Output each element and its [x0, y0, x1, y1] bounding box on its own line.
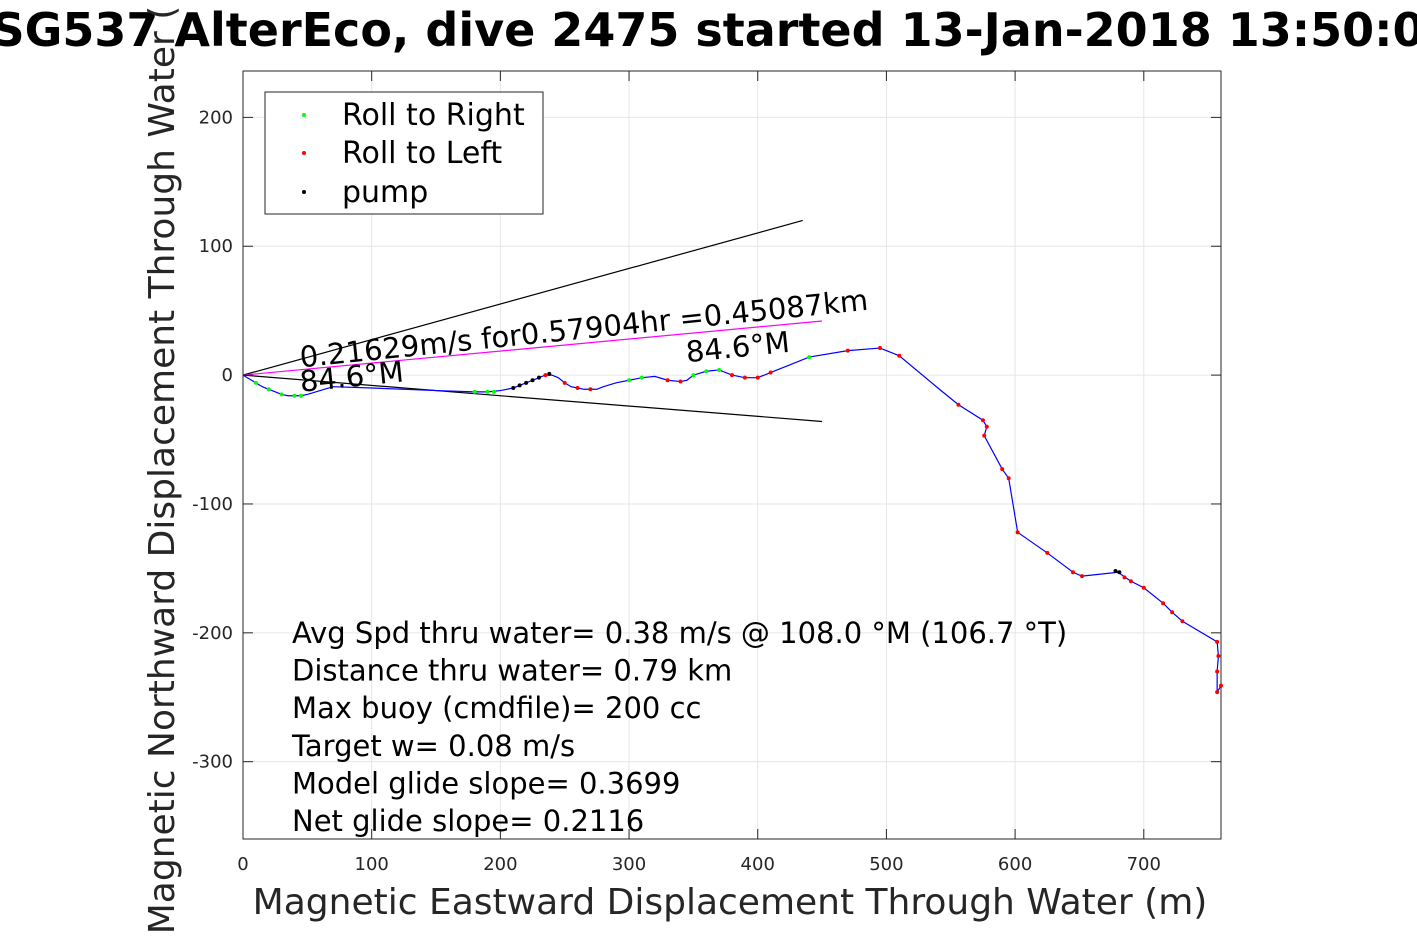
roll-right-point [279, 392, 284, 397]
ticks: 0 100 200 300 400 500 600 700 -300 -200 -100 0 100 20… [192, 71, 1221, 875]
y-tick-label: -300 [192, 752, 233, 773]
roll-left-point [543, 373, 548, 378]
pump-point [1113, 568, 1118, 573]
roll-left-point [984, 424, 989, 429]
roll-left-point [956, 402, 961, 407]
x-tick-label: 0 [237, 854, 248, 875]
roll-left-point [665, 378, 670, 383]
y-tick-label: 100 [199, 236, 233, 257]
roll-left-point [1215, 690, 1220, 695]
roll-left-point [1161, 601, 1166, 606]
x-tick-label: 500 [869, 854, 903, 875]
legend: Roll to Right Roll to Left pump [264, 91, 544, 215]
roll-left-point [980, 418, 985, 423]
bearing-line [242, 374, 823, 423]
stat-line: Target w= 0.08 m/s [291, 729, 575, 763]
roll-left-point [1015, 530, 1020, 535]
roll-left-point [1219, 683, 1223, 688]
roll-left-point [1141, 585, 1146, 590]
roll-left-point [1045, 550, 1050, 555]
y-tick-label: -100 [192, 494, 233, 515]
stat-line: Avg Spd thru water= 0.38 m/s @ 108.0 °M … [292, 616, 1067, 650]
roll-left-point [845, 348, 850, 353]
y-tick-label: 200 [199, 107, 233, 128]
chart-title: SG537 AlterEco, dive 2475 started 13-Jan… [0, 3, 1417, 57]
roll-right-point [717, 367, 722, 372]
roll-right-point [266, 387, 271, 392]
bearing-line [242, 219, 803, 376]
legend-label-pump: pump [342, 175, 428, 210]
legend-box [264, 91, 544, 215]
y-tick-label: -200 [192, 623, 233, 644]
roll-left-point [768, 370, 773, 375]
stat-line: Distance thru water= 0.79 km [292, 654, 732, 688]
roll-right-point [807, 355, 812, 360]
stats-block: Avg Spd thru water= 0.38 m/s @ 108.0 °M … [291, 616, 1067, 838]
x-tick-label: 200 [483, 854, 517, 875]
x-tick-label: 600 [998, 854, 1032, 875]
pump-point [547, 371, 552, 376]
x-tick-label: 700 [1127, 854, 1161, 875]
roll-right-point [691, 373, 696, 378]
roll-right-point [472, 389, 477, 394]
roll-right-point [298, 393, 303, 398]
x-tick-label: 100 [355, 854, 389, 875]
pump-point [524, 380, 529, 385]
roll-left-point [1000, 467, 1005, 472]
roll-right-point [491, 389, 496, 394]
roll-left-point [1215, 639, 1220, 644]
y-tick-label: 0 [222, 365, 233, 386]
grid [242, 71, 1221, 839]
stat-line: Net glide slope= 0.2116 [292, 804, 644, 838]
x-axis-label: Magnetic Eastward Displacement Through W… [253, 882, 1208, 923]
roll-left-point [1128, 579, 1133, 584]
roll-left-point [730, 373, 734, 378]
roll-left-point [755, 375, 760, 380]
roll-left-point [742, 375, 747, 380]
roll-left-point [877, 346, 882, 351]
legend-marker-roll-left [302, 151, 306, 155]
x-tick-label: 400 [741, 854, 775, 875]
roll-left-point [678, 379, 683, 384]
pump-point [530, 378, 535, 383]
bearing-lines [242, 219, 823, 423]
stat-line: Model glide slope= 0.3699 [292, 766, 680, 800]
roll-left-point [1216, 654, 1221, 659]
pump-point [517, 383, 522, 388]
legend-marker-pump [302, 190, 306, 194]
bearing-line [242, 320, 823, 376]
legend-label-roll-right: Roll to Right [342, 98, 525, 133]
roll-left-point [1122, 575, 1127, 580]
roll-right-point [639, 375, 644, 380]
roll-left-point [982, 433, 987, 438]
legend-label-roll-left: Roll to Left [342, 136, 502, 171]
legend-marker-roll-right [302, 113, 306, 117]
roll-left-point [588, 387, 593, 392]
x-tick-label: 300 [612, 854, 646, 875]
y-axis-label: Magnetic Northward Displacement Through … [142, 6, 183, 935]
roll-right-point [292, 393, 297, 398]
markers [253, 346, 1223, 695]
roll-left-point [897, 353, 902, 358]
roll-right-point [485, 389, 490, 394]
roll-left-point [1215, 669, 1220, 674]
stat-line: Max buoy (cmdfile)= 200 cc [292, 691, 701, 725]
pump-point [1117, 570, 1122, 575]
pump-point [511, 385, 516, 390]
roll-right-point [704, 369, 709, 374]
roll-left-point [575, 385, 580, 390]
pump-point [536, 375, 541, 380]
roll-left-point [1170, 610, 1175, 615]
roll-right-point [253, 380, 258, 385]
roll-left-point [562, 380, 567, 385]
roll-left-point [1180, 619, 1185, 624]
roll-left-point [1006, 476, 1011, 481]
roll-right-point [627, 378, 632, 383]
roll-left-point [1071, 570, 1076, 575]
plot-frame [242, 70, 1222, 840]
roll-left-point [1080, 574, 1085, 579]
